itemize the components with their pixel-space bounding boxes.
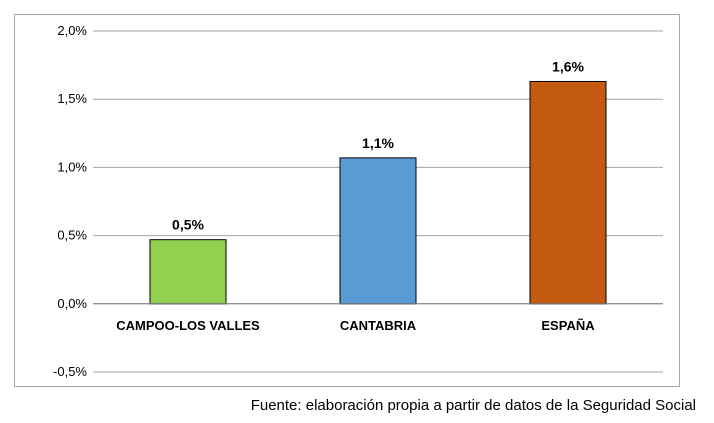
bar-chart: -0,5% 0,0% 0,5% 1,0% 1,5% 2,0% 0,5% 1,1% 1,6% C… — [53, 23, 663, 379]
y-tick-label: -0,5% — [53, 364, 87, 379]
data-label: 0,5% — [172, 217, 204, 233]
bar-2 — [339, 157, 417, 305]
y-tick-label: 0,5% — [57, 228, 87, 243]
bar-1 — [149, 239, 227, 305]
y-axis-ticks: -0,5% 0,0% 0,5% 1,0% 1,5% 2,0% — [53, 23, 87, 379]
bar-3 — [529, 80, 607, 305]
category-label: ESPAÑA — [541, 318, 595, 333]
data-labels: 0,5% 1,1% 1,6% — [172, 58, 584, 232]
bars — [149, 80, 607, 305]
category-label: CANTABRIA — [340, 318, 417, 333]
y-tick-label: 1,0% — [57, 159, 87, 174]
data-label: 1,6% — [552, 58, 584, 74]
category-labels: CAMPOO-LOS VALLES CANTABRIA ESPAÑA — [116, 318, 595, 333]
y-tick-label: 0,0% — [57, 296, 87, 311]
source-note: Fuente: elaboración propia a partir de d… — [250, 397, 696, 414]
category-label: CAMPOO-LOS VALLES — [116, 318, 260, 333]
chart-frame: -0,5% 0,0% 0,5% 1,0% 1,5% 2,0% 0,5% 1,1% 1,6% C… — [14, 14, 680, 387]
y-tick-label: 2,0% — [57, 23, 87, 38]
data-label: 1,1% — [362, 135, 394, 151]
y-tick-label: 1,5% — [57, 91, 87, 106]
